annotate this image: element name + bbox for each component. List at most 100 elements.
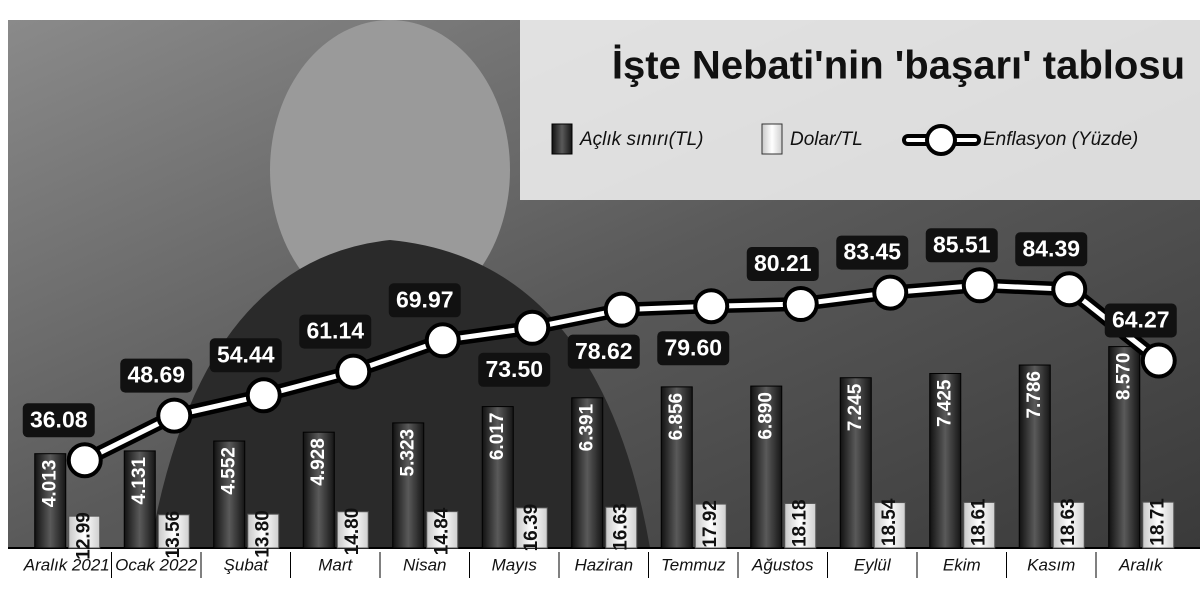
bar xyxy=(839,377,872,549)
x-tick-label: Temmuz xyxy=(661,555,726,574)
bar xyxy=(392,422,425,549)
value-label-box xyxy=(746,247,819,282)
bar xyxy=(929,373,962,549)
bar xyxy=(247,513,280,549)
value-label: 8.570 xyxy=(1113,353,1134,401)
x-tick-label: Haziran xyxy=(574,555,633,574)
value-label-box xyxy=(925,228,998,263)
legend-label: Dolar/TL xyxy=(790,129,863,150)
value-label: 16.39 xyxy=(521,504,542,552)
value-label: 13.80 xyxy=(252,510,273,558)
value-label: 6.890 xyxy=(755,392,776,440)
value-label: 4.131 xyxy=(129,456,150,504)
value-label: 5.323 xyxy=(397,429,418,477)
bar xyxy=(123,450,156,549)
bar xyxy=(605,506,638,549)
value-label-box xyxy=(657,331,730,366)
value-label-box xyxy=(1104,303,1177,338)
x-tick-label: Şubat xyxy=(224,555,270,574)
bar xyxy=(873,502,906,549)
x-tick-label: Nisan xyxy=(403,555,446,574)
value-label: 69.97 xyxy=(396,286,454,312)
line-point xyxy=(1051,271,1088,308)
value-label-box xyxy=(836,235,909,270)
line-point xyxy=(245,377,282,414)
photo-figure xyxy=(270,20,510,320)
legend-swatch xyxy=(551,123,573,155)
legend-swatch xyxy=(761,123,783,155)
value-label: 64.27 xyxy=(1112,307,1170,333)
value-label-box xyxy=(567,334,640,369)
value-label: 78.62 xyxy=(575,338,633,364)
legend-swatch xyxy=(925,124,957,156)
value-label: 54.44 xyxy=(217,341,275,367)
value-label: 18.61 xyxy=(968,498,989,546)
line-point xyxy=(1140,342,1177,379)
bar xyxy=(1142,501,1175,549)
line-point xyxy=(514,309,551,346)
bar xyxy=(515,507,548,549)
bar xyxy=(213,440,246,549)
bar xyxy=(68,515,101,549)
value-label: 4.013 xyxy=(39,460,60,508)
x-tick-label: Eylül xyxy=(854,555,892,574)
bar xyxy=(1052,501,1085,549)
chart-title: İşte Nebati'nin 'başarı' tablosu xyxy=(612,44,1185,88)
value-label-box xyxy=(299,314,372,349)
value-label: 61.14 xyxy=(306,318,364,344)
bar xyxy=(157,514,190,549)
bar xyxy=(571,397,604,549)
line-point xyxy=(335,353,372,390)
value-label: 6.017 xyxy=(487,413,508,461)
value-label-box xyxy=(120,358,193,393)
value-label: 14.80 xyxy=(342,508,363,556)
bar xyxy=(302,431,335,549)
bar xyxy=(1108,346,1141,549)
value-label: 16.63 xyxy=(610,503,631,551)
x-tick-label: Ocak 2022 xyxy=(115,555,198,574)
value-label: 7.245 xyxy=(845,383,866,431)
bar xyxy=(481,406,514,549)
bar xyxy=(1018,364,1051,549)
value-label: 7.425 xyxy=(934,379,955,427)
line-point xyxy=(782,286,819,323)
x-tick-label: Mayıs xyxy=(492,555,538,574)
value-label: 18.18 xyxy=(789,499,810,547)
bar xyxy=(784,502,817,549)
x-tick-label: Aralık xyxy=(1118,555,1164,574)
value-label: 18.54 xyxy=(879,498,900,546)
value-label-box xyxy=(388,283,461,318)
value-label: 85.51 xyxy=(933,231,991,257)
line-point xyxy=(424,322,461,359)
header-panel xyxy=(520,20,1200,200)
value-label: 79.60 xyxy=(664,334,722,360)
value-label: 83.45 xyxy=(843,239,901,265)
value-label-box xyxy=(1015,232,1088,267)
line-point xyxy=(693,288,730,325)
value-label: 13.56 xyxy=(163,511,184,559)
line-point xyxy=(872,274,909,311)
legend-label: Açlık sınırı(TL) xyxy=(579,129,704,150)
value-label: 7.786 xyxy=(1024,371,1045,419)
bar xyxy=(694,503,727,549)
value-label: 12.99 xyxy=(73,512,94,560)
value-label-box xyxy=(22,403,95,438)
x-tick-label: Ağustos xyxy=(751,555,814,574)
value-label: 6.856 xyxy=(666,393,687,441)
value-label-box xyxy=(478,352,551,387)
bar xyxy=(336,511,369,549)
value-label: 84.39 xyxy=(1022,235,1080,261)
bar xyxy=(963,501,996,549)
value-label: 17.92 xyxy=(700,500,721,548)
line-point xyxy=(156,397,193,434)
value-label: 6.391 xyxy=(576,403,597,451)
value-label: 18.63 xyxy=(1058,498,1079,546)
bar xyxy=(660,386,693,549)
value-label-box xyxy=(209,338,282,373)
bar xyxy=(426,511,459,549)
value-label: 36.08 xyxy=(30,406,88,432)
x-tick-label: Kasım xyxy=(1027,555,1075,574)
x-tick-label: Ekim xyxy=(943,555,981,574)
